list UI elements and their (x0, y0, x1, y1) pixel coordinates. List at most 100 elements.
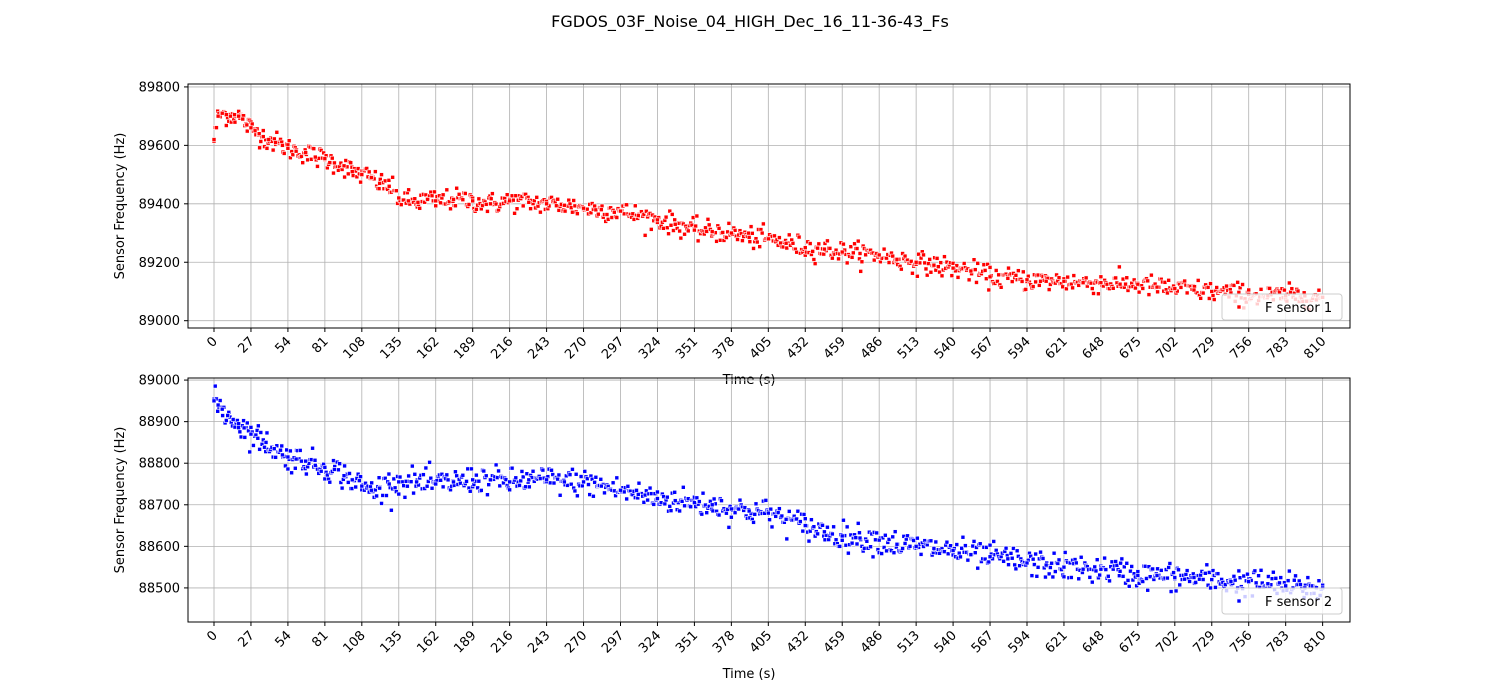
data-point (593, 474, 599, 480)
data-point (1006, 265, 1011, 271)
data-point (1258, 568, 1264, 573)
data-point (249, 121, 255, 127)
data-point (549, 467, 554, 473)
data-point (453, 203, 458, 209)
data-point (1240, 282, 1245, 287)
data-point (891, 550, 897, 556)
x-tick-label: 513 (895, 628, 923, 656)
data-point (345, 171, 351, 177)
data-point (1053, 569, 1058, 574)
x-tick-label: 27 (235, 334, 257, 356)
data-point (224, 418, 229, 423)
data-point (815, 245, 820, 251)
data-point (948, 543, 953, 549)
data-point (337, 461, 342, 466)
data-point (1083, 275, 1089, 281)
data-point (1046, 571, 1052, 577)
data-point (871, 257, 877, 263)
data-point (854, 246, 860, 251)
legend-box (1221, 293, 1343, 321)
data-point (886, 537, 892, 542)
data-point (290, 152, 296, 158)
data-point (293, 465, 298, 471)
data-point (1231, 283, 1237, 288)
data-point (257, 145, 262, 151)
data-point (726, 525, 732, 530)
x-tick-label: 216 (488, 628, 516, 656)
x-tick-label: 486 (858, 628, 886, 656)
data-point (509, 465, 515, 471)
series-sample-point (414, 479, 419, 485)
data-point (1295, 288, 1301, 294)
data-point (318, 468, 324, 474)
data-point (274, 130, 280, 135)
data-point (604, 212, 610, 217)
series-sample-point (857, 251, 863, 256)
x-tick-label: 675 (1117, 628, 1145, 656)
y-tick-label: 88700 (139, 498, 180, 513)
data-point (389, 507, 394, 513)
data-point (251, 443, 256, 448)
series-sample-point (303, 458, 309, 464)
data-point (921, 252, 926, 258)
data-point (402, 495, 408, 500)
x-tick-label: 702 (1153, 334, 1181, 362)
data-point (1123, 281, 1128, 287)
series-sample-point (1191, 575, 1197, 580)
series-sample-point (1209, 577, 1215, 582)
data-point (1076, 576, 1082, 582)
series-sample-point (488, 477, 493, 483)
data-point (520, 203, 526, 209)
data-point (429, 193, 435, 199)
data-point (855, 238, 861, 244)
data-point (1204, 562, 1210, 568)
series-sample-point (322, 156, 328, 161)
data-point (993, 268, 999, 273)
data-point (784, 536, 790, 542)
data-point (281, 151, 287, 156)
data-point (705, 217, 711, 222)
data-point (424, 483, 430, 489)
data-point (342, 463, 347, 469)
data-point (440, 192, 446, 198)
data-point (614, 475, 620, 481)
x-tick-label: 378 (710, 334, 738, 362)
data-point (557, 492, 563, 498)
x-tick-label: 0 (204, 334, 220, 350)
data-point (716, 512, 722, 518)
series-sample-point (1172, 575, 1178, 580)
data-point (342, 174, 347, 180)
data-point (724, 235, 729, 240)
data-point (1136, 289, 1142, 295)
x-tick-label: 270 (562, 628, 590, 656)
series-sample-point (280, 143, 285, 148)
data-point (582, 469, 588, 474)
series-sample-point (219, 406, 225, 412)
legend-box (1221, 587, 1343, 615)
y-tick-label: 89000 (139, 374, 180, 389)
data-point (784, 245, 790, 251)
series-sample-point (332, 467, 337, 472)
series-sample-point (931, 546, 937, 551)
data-point (732, 510, 738, 515)
data-point (648, 227, 654, 232)
data-point (534, 195, 540, 200)
series-sample-point (241, 425, 247, 431)
data-point (697, 499, 702, 504)
data-point (655, 489, 660, 495)
data-point (1252, 568, 1258, 574)
data-point (464, 479, 469, 484)
series-sample-point (766, 510, 771, 516)
data-point (485, 492, 490, 498)
data-point (1131, 277, 1137, 283)
data-point (593, 207, 599, 213)
data-point (677, 228, 682, 234)
data-point (373, 169, 378, 174)
data-point (458, 480, 463, 486)
data-point (580, 483, 585, 489)
data-point (751, 520, 756, 525)
x-tick-label: 108 (340, 334, 368, 362)
data-point (497, 483, 503, 489)
y-axis-label: Sensor Frequency (Hz) (113, 133, 128, 280)
data-point (908, 259, 914, 264)
